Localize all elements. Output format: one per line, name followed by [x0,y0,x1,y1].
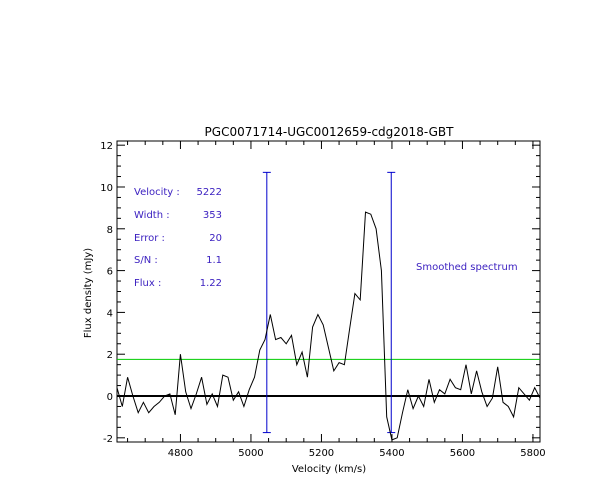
y-tick-label: 6 [107,267,113,278]
annotation-width-value: 353 [203,210,222,221]
y-tick-label: 0 [107,392,113,403]
y-tick-label: 2 [107,350,113,361]
y-tick-label: -2 [103,434,113,445]
spectrum-line [117,211,540,441]
x-tick-label: 5400 [379,448,404,459]
y-axis-label: Flux density (mJy) [83,248,94,338]
x-tick-label: 5200 [309,448,334,459]
y-tick-label: 12 [100,141,113,152]
x-tick-label: 5000 [238,448,263,459]
annotation-sn-value: 1.1 [206,255,222,266]
annotation-error-label: Error : [134,233,165,244]
x-tick-label: 4800 [168,448,193,459]
x-tick-label: 5600 [450,448,475,459]
x-axis-label: Velocity (km/s) [292,464,366,475]
y-tick-label: 10 [100,183,113,194]
annotation-flux-label: Flux : [134,278,161,289]
annotation-block: Velocity : 5222 Width : 353 Error : 20 S… [134,187,518,289]
annotation-velocity-label: Velocity : [134,187,180,198]
chart-title: PGC0071714-UGC0012659-cdg2018-GBT [205,125,455,139]
y-tick-label: 4 [107,308,113,319]
annotation-sn-label: S/N : [134,255,158,266]
annotation-width-label: Width : [134,210,170,221]
smoothed-spectrum-note: Smoothed spectrum [416,262,518,273]
annotation-flux-value: 1.22 [200,278,222,289]
annotation-error-value: 20 [209,233,222,244]
x-tick-label: 5800 [520,448,545,459]
y-tick-label: 8 [107,225,113,236]
annotation-velocity-value: 5222 [197,187,222,198]
